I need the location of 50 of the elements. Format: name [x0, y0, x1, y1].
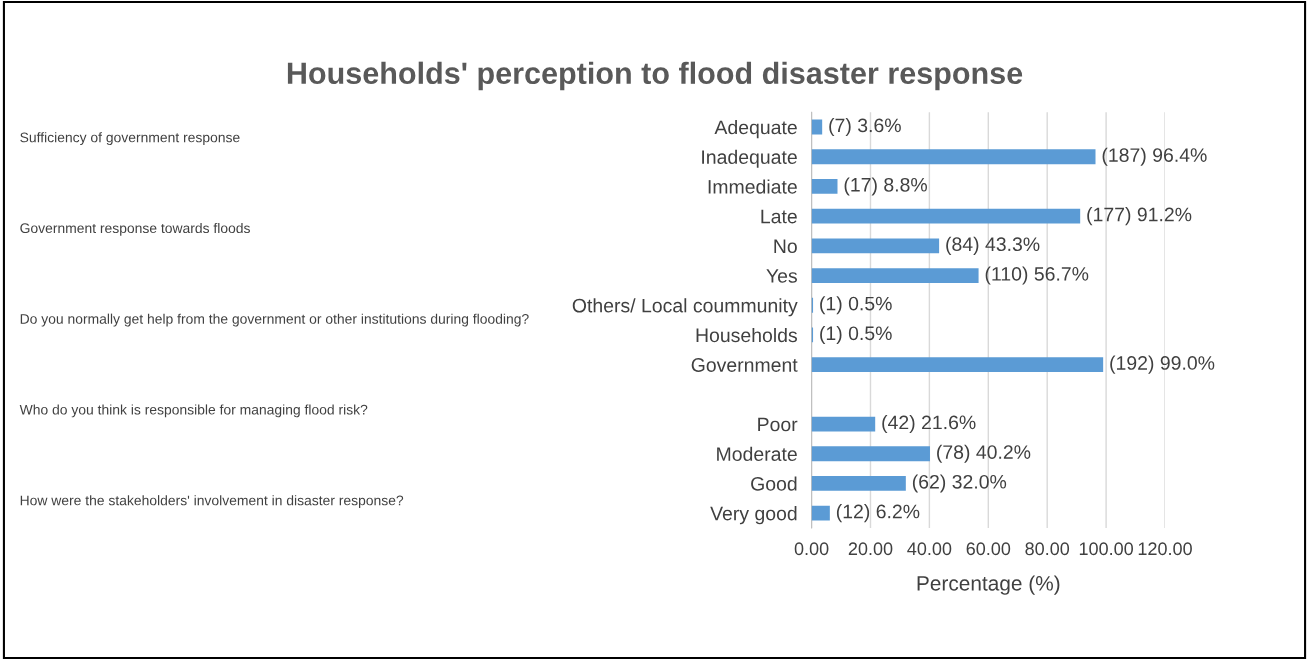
y-tick-label: Poor — [758, 417, 798, 432]
x-tick-label: 40.00 — [907, 542, 952, 556]
data-label: (177) 91.2% — [1087, 207, 1192, 226]
y-tick-label: No — [774, 239, 797, 254]
y-tick-label: Yes — [766, 269, 797, 283]
x-tick-label: 120.00 — [1138, 542, 1192, 556]
bar — [811, 149, 1096, 165]
text: Do you normally get help from the government or other institutions during flooding? — [20, 313, 529, 327]
data-label: (12) 6.2% — [836, 504, 920, 523]
y-tick-label: Households — [696, 327, 797, 343]
data-label: (17) 8.8% — [844, 177, 927, 196]
bar — [811, 357, 1104, 373]
y-tick-label: Late — [761, 209, 797, 224]
bar — [811, 446, 930, 462]
x-tick-label: 60.00 — [966, 542, 1011, 556]
data-label: (110) 56.7% — [985, 266, 1089, 285]
y-tick-label: Good — [751, 476, 797, 491]
data-label: (187) 96.4% — [1102, 147, 1207, 166]
data-label: (42) 21.6% — [882, 414, 976, 434]
bar — [811, 505, 830, 521]
bar — [811, 416, 876, 432]
y-tick-label: Very good — [710, 506, 797, 525]
text: How were the stakeholders' involvement in disaster response? — [20, 495, 404, 509]
bar — [811, 268, 979, 283]
data-label: (1) 0.5% — [820, 296, 892, 315]
x-axis-title: Percentage (%) — [917, 575, 1060, 595]
bar — [811, 476, 906, 491]
text: Who do you think is responsible for managing flood risk? — [19, 404, 368, 418]
data-label: (84) 43.3% — [946, 236, 1040, 255]
data-label: (62) 32.0% — [912, 474, 1007, 493]
bar — [811, 208, 1081, 224]
chart-title: Households' perception to flood disaster response — [287, 61, 1023, 91]
y-tick-label: Moderate — [717, 446, 797, 461]
data-label: (1) 0.5% — [820, 325, 892, 344]
x-tick-label: 100.00 — [1079, 542, 1134, 556]
y-tick-label: Others/ Local coummunity — [572, 298, 798, 317]
data-label: (78) 40.2% — [937, 444, 1031, 463]
x-tick-label: 20.00 — [848, 542, 893, 556]
y-tick-label: Adequate — [714, 120, 797, 139]
y-tick-label: Government — [691, 358, 798, 372]
data-label: (7) 3.6% — [829, 117, 901, 137]
text: Sufficiency of government response — [20, 132, 240, 146]
text: Government response towards floods — [20, 222, 250, 236]
x-tick-label: 0.00 — [794, 542, 829, 556]
x-tick-label: 80.00 — [1025, 542, 1070, 556]
data-label: (192) 99.0% — [1110, 355, 1215, 374]
y-tick-label: Inadequate — [702, 149, 797, 168]
bar — [811, 179, 838, 194]
y-tick-label: Immediate — [708, 179, 797, 194]
bar — [811, 238, 940, 254]
